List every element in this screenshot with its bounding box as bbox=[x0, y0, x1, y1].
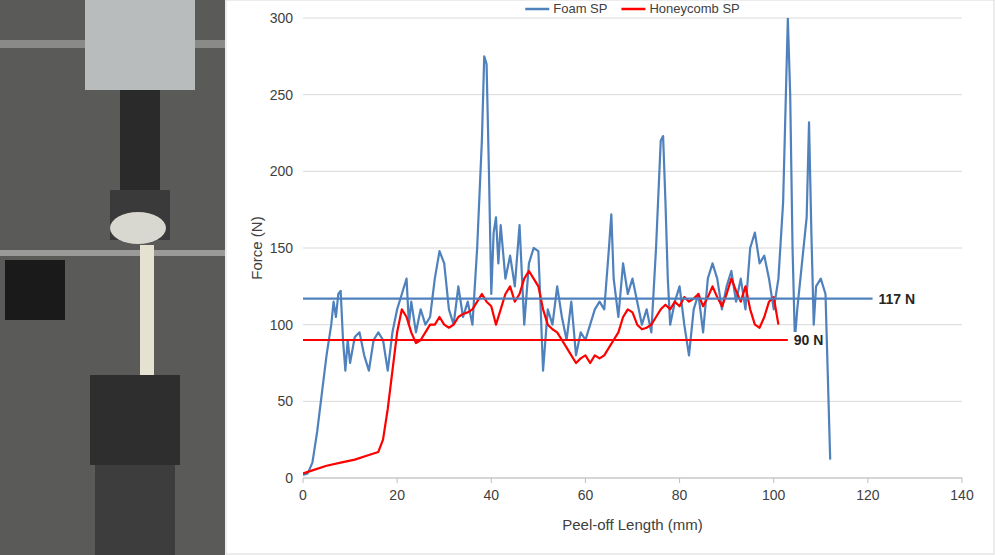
x-axis bbox=[303, 478, 962, 479]
tick-label: 140 bbox=[950, 487, 974, 503]
base bbox=[95, 465, 175, 555]
tick bbox=[679, 478, 680, 483]
roller bbox=[110, 212, 166, 244]
grid-line bbox=[303, 478, 962, 479]
tick bbox=[491, 478, 492, 483]
tick-label: 100 bbox=[762, 487, 786, 503]
tick-label: 80 bbox=[672, 487, 688, 503]
photo bbox=[0, 0, 225, 555]
tick-label: 40 bbox=[483, 487, 499, 503]
legend-item: Foam SP bbox=[525, 1, 607, 16]
annotation: 117 N bbox=[879, 291, 916, 307]
legend-item: Honeycomb SP bbox=[621, 1, 739, 16]
legend-swatch bbox=[621, 8, 645, 11]
grid-line bbox=[303, 324, 962, 325]
page: 0 50 100 150 200 250 300 0 20 40 60 80 100 120 140 Peel… bbox=[0, 0, 995, 555]
mean-line bbox=[303, 298, 873, 300]
grid-line bbox=[303, 18, 962, 19]
mean-line bbox=[303, 339, 788, 341]
legend-label: Foam SP bbox=[553, 1, 607, 16]
axis-title: Peel-off Length (mm) bbox=[562, 516, 703, 533]
tick bbox=[773, 478, 774, 483]
annotation: 90 N bbox=[794, 332, 824, 348]
tick bbox=[867, 478, 868, 483]
monitor bbox=[5, 260, 65, 320]
chart: 0 50 100 150 200 250 300 0 20 40 60 80 100 120 140 Peel… bbox=[226, 0, 994, 554]
legend: Foam SP Honeycomb SP bbox=[525, 1, 740, 16]
tick-label: 0 bbox=[285, 470, 293, 486]
grid-line bbox=[303, 171, 962, 172]
photo-bg bbox=[0, 0, 225, 555]
lower-grip bbox=[90, 375, 180, 465]
tick-label: 250 bbox=[270, 87, 294, 103]
tick-label: 300 bbox=[270, 10, 294, 26]
tick-label: 20 bbox=[389, 487, 405, 503]
tick bbox=[303, 478, 304, 483]
tick-label: 100 bbox=[270, 317, 294, 333]
tick bbox=[962, 478, 963, 483]
tick bbox=[397, 478, 398, 483]
plot-area bbox=[303, 18, 873, 475]
series-line bbox=[303, 18, 830, 475]
tick-label: 200 bbox=[270, 163, 294, 179]
load-cell bbox=[120, 90, 160, 190]
tick-label: 120 bbox=[856, 487, 880, 503]
crosshead bbox=[85, 0, 195, 90]
label-bg bbox=[878, 291, 917, 307]
chart-border bbox=[226, 0, 994, 554]
series-line bbox=[303, 271, 778, 473]
tick-label: 50 bbox=[277, 393, 293, 409]
tick bbox=[585, 478, 586, 483]
grid-line bbox=[303, 94, 962, 95]
axis-title: Force (N) bbox=[248, 216, 265, 279]
label-bg bbox=[793, 332, 825, 348]
tick-label: 0 bbox=[299, 487, 307, 503]
shelf bbox=[0, 250, 225, 256]
tick-label: 150 bbox=[270, 240, 294, 256]
legend-label: Honeycomb SP bbox=[649, 1, 739, 16]
grid-line bbox=[303, 401, 962, 402]
tick-label: 60 bbox=[578, 487, 594, 503]
legend-swatch bbox=[525, 8, 549, 11]
grid-line bbox=[303, 248, 962, 249]
